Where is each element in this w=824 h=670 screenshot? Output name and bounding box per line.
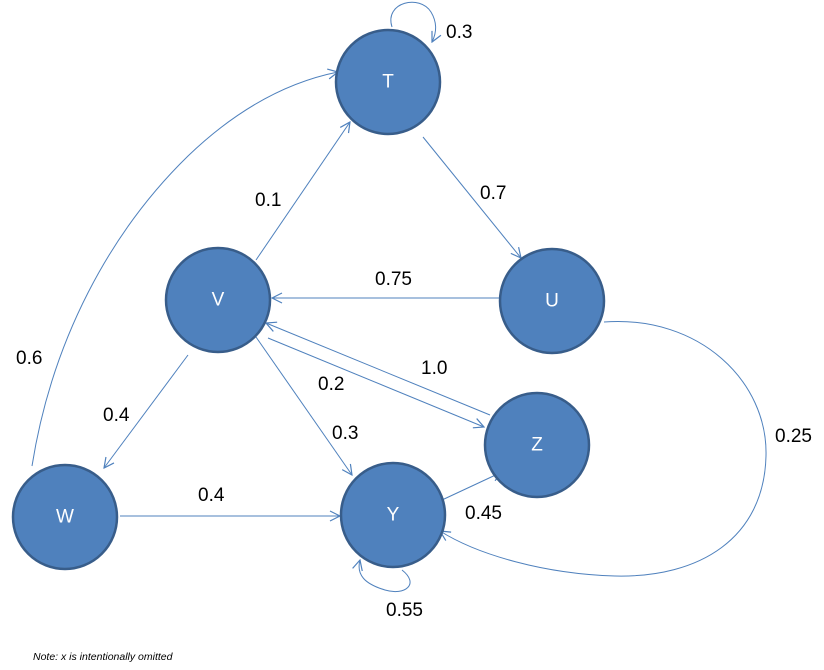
edge-v-w xyxy=(104,354,189,468)
edge-v-t xyxy=(255,122,350,261)
label-u-v: 0.75 xyxy=(375,269,412,290)
edge-w-t xyxy=(31,72,338,467)
edge-y-z xyxy=(441,472,502,501)
label-y-y: 0.55 xyxy=(386,600,423,621)
node-u-circle xyxy=(498,247,606,355)
edge-u-y xyxy=(440,321,767,577)
node-y-label: Y xyxy=(387,505,400,526)
edge-v-z xyxy=(267,337,484,427)
label-t-u: 0.7 xyxy=(480,183,506,204)
label-v-w: 0.4 xyxy=(103,405,130,426)
label-z-v: 1.0 xyxy=(421,358,447,379)
node-v: V xyxy=(164,246,272,354)
label-w-t: 0.6 xyxy=(16,348,42,369)
label-w-y: 0.4 xyxy=(198,485,225,506)
edge-t-t xyxy=(390,1,436,42)
node-w: W xyxy=(11,463,119,571)
node-t-label: T xyxy=(382,72,394,93)
edges xyxy=(31,1,767,592)
node-z-label: Z xyxy=(531,435,543,456)
node-z-circle xyxy=(483,391,591,499)
node-t: T xyxy=(334,28,442,136)
node-t-circle xyxy=(334,28,442,136)
label-v-z: 0.2 xyxy=(318,374,344,395)
node-v-label: V xyxy=(212,290,225,311)
node-w-label: W xyxy=(56,507,74,528)
edge-labels: 0.3 0.7 0.75 0.25 0.1 0.4 0.3 0.2 1.0 0.… xyxy=(16,22,812,621)
node-v-circle xyxy=(164,246,272,354)
edge-t-u xyxy=(422,136,521,258)
edge-y-y xyxy=(359,560,411,592)
node-w-circle xyxy=(11,463,119,571)
label-t-t: 0.3 xyxy=(446,22,472,43)
footnote: Note: x is intentionally omitted xyxy=(33,651,173,663)
label-v-t: 0.1 xyxy=(255,190,281,211)
node-u: U xyxy=(498,247,606,355)
node-y: Y xyxy=(339,461,447,569)
edge-v-y xyxy=(255,336,352,475)
edge-z-v xyxy=(266,323,491,416)
node-u-label: U xyxy=(545,291,559,312)
node-y-circle xyxy=(339,461,447,569)
label-v-y: 0.3 xyxy=(332,423,358,444)
node-z: Z xyxy=(483,391,591,499)
label-u-y: 0.25 xyxy=(775,426,812,447)
label-y-z: 0.45 xyxy=(465,503,502,524)
